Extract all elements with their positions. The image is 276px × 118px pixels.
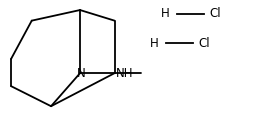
Text: NH: NH	[116, 67, 133, 80]
Text: H: H	[161, 7, 170, 20]
Text: N: N	[77, 67, 86, 80]
Text: Cl: Cl	[199, 37, 210, 50]
Text: H: H	[150, 37, 159, 50]
Text: Cl: Cl	[210, 7, 221, 20]
